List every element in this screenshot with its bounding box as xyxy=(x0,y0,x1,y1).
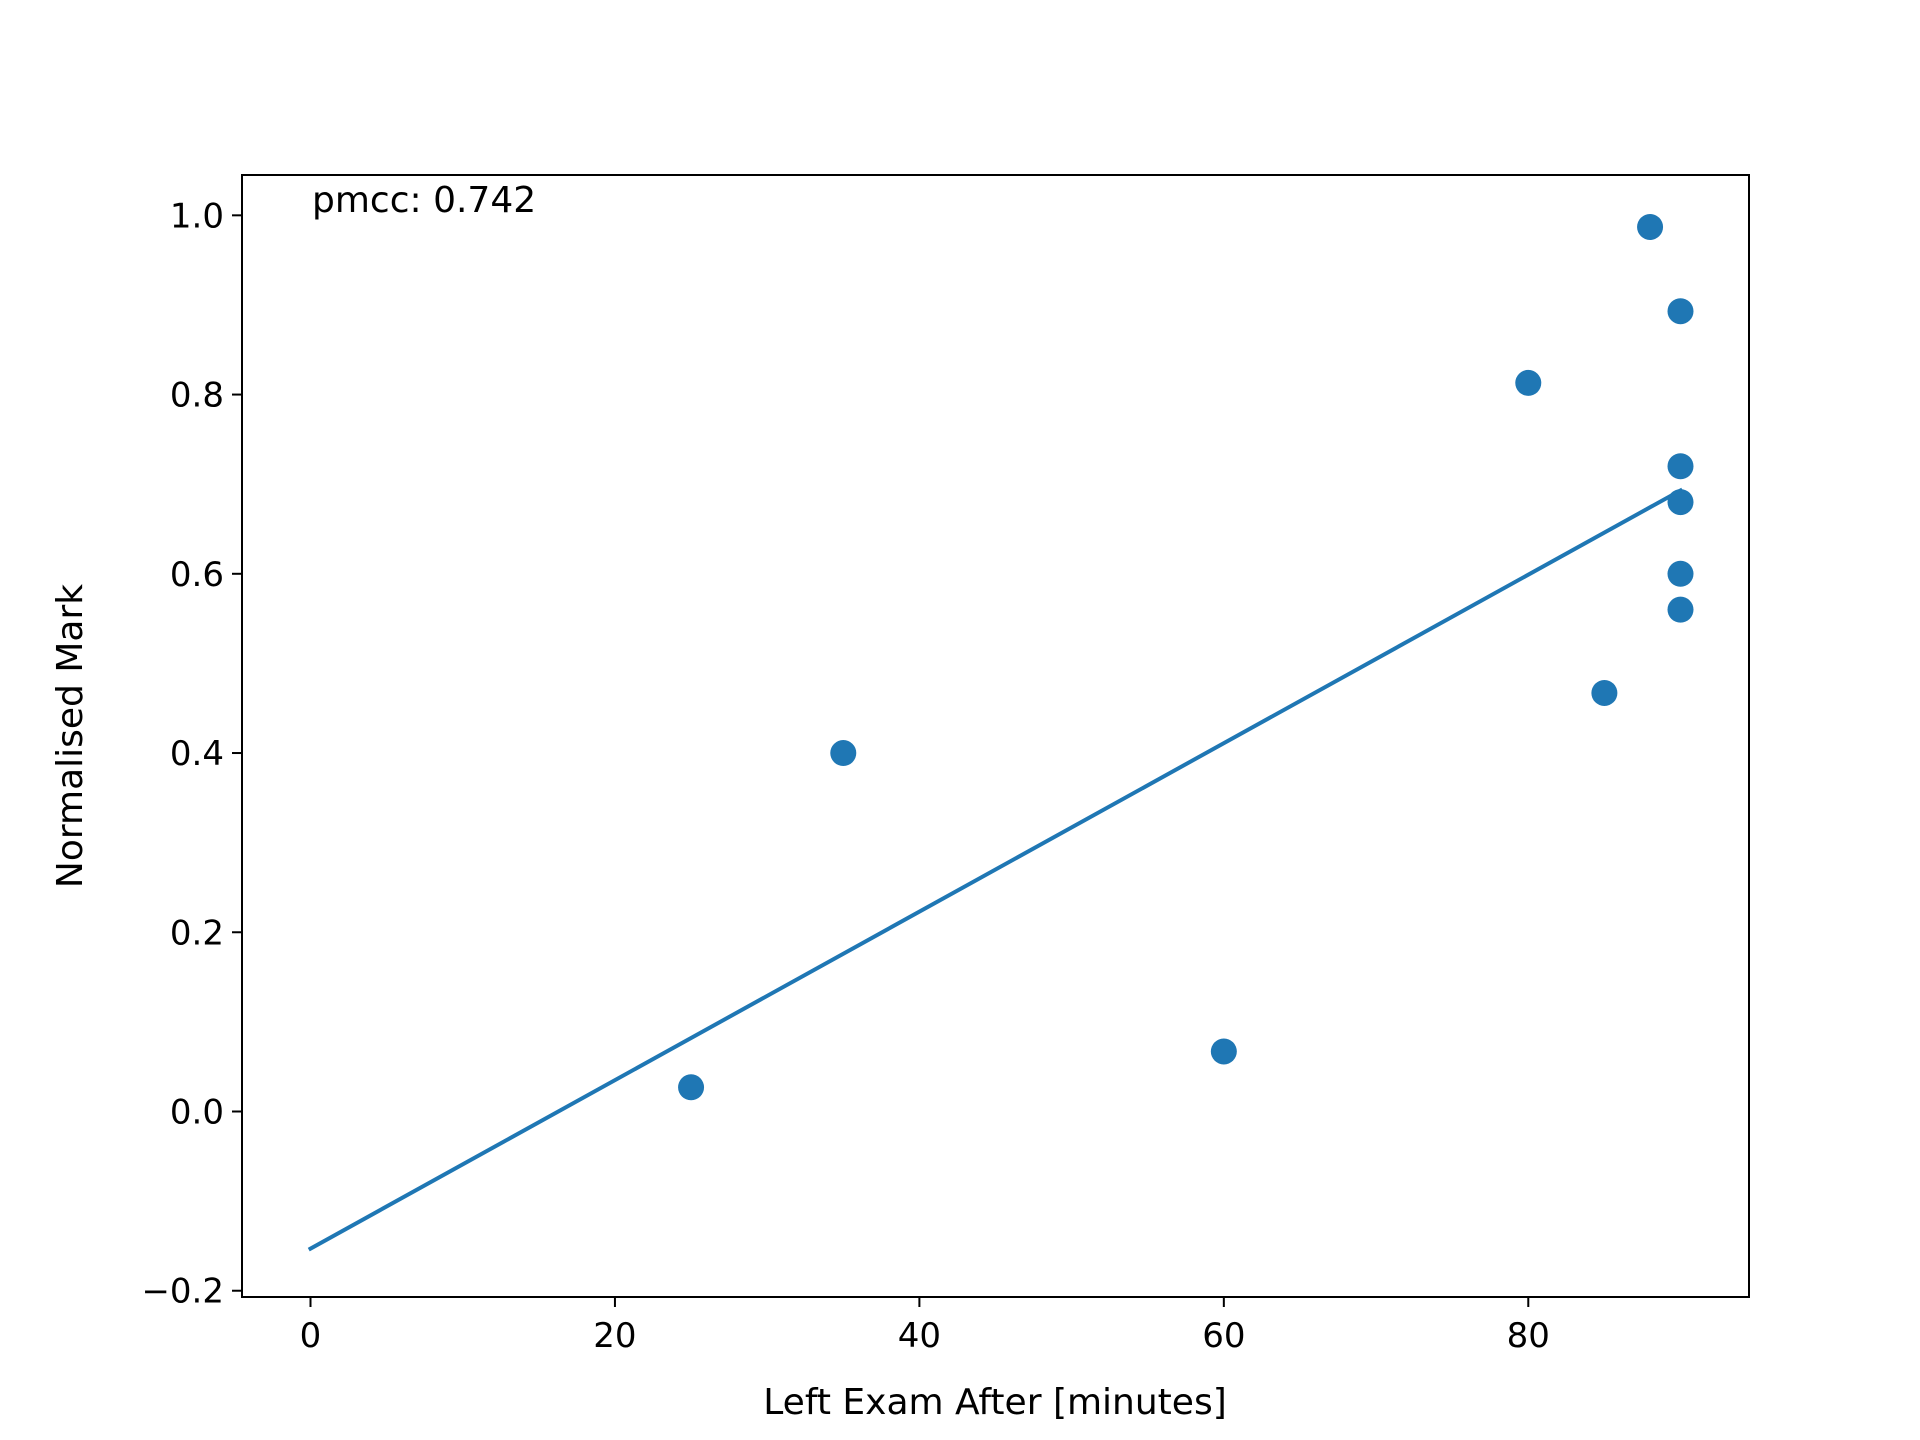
x-tick-label: 0 xyxy=(300,1316,322,1356)
data-point xyxy=(1591,679,1618,706)
data-point xyxy=(830,740,857,767)
data-point xyxy=(1515,369,1542,396)
data-point xyxy=(1667,298,1694,325)
y-tick-label: 0.4 xyxy=(170,734,224,774)
fit-line xyxy=(307,487,1684,1252)
data-point xyxy=(1637,213,1664,240)
x-tick-label: 60 xyxy=(1202,1316,1245,1356)
axes-frame xyxy=(241,174,1750,1298)
fit-line-layer xyxy=(307,487,1684,1252)
pmcc-annotation: pmcc: 0.742 xyxy=(312,180,536,221)
data-point xyxy=(1667,453,1694,480)
data-point xyxy=(1667,560,1694,587)
points-layer xyxy=(678,213,1694,1101)
y-tick-label: 0.6 xyxy=(170,555,224,595)
y-tick-label: 0.8 xyxy=(170,376,224,416)
x-tick-label: 20 xyxy=(593,1316,636,1356)
y-tick-label: 0.2 xyxy=(170,913,224,953)
ticks: 0 20 40 60 80 −0.2 0.0 0.2 0.4 0.6 0.8 1.0 xyxy=(141,196,1549,1356)
data-point xyxy=(1667,489,1694,516)
x-tick-label: 80 xyxy=(1507,1316,1550,1356)
y-tick-label: −0.2 xyxy=(141,1272,224,1312)
y-tick-label: 1.0 xyxy=(170,196,224,236)
y-axis-label: Normalised Mark xyxy=(50,584,91,888)
data-point xyxy=(1667,596,1694,623)
data-point xyxy=(678,1074,705,1101)
y-tick-label: 0.0 xyxy=(170,1092,224,1132)
x-tick-label: 40 xyxy=(898,1316,941,1356)
data-point xyxy=(1210,1038,1237,1065)
x-axis-label: Left Exam After [minutes] xyxy=(763,1382,1227,1423)
